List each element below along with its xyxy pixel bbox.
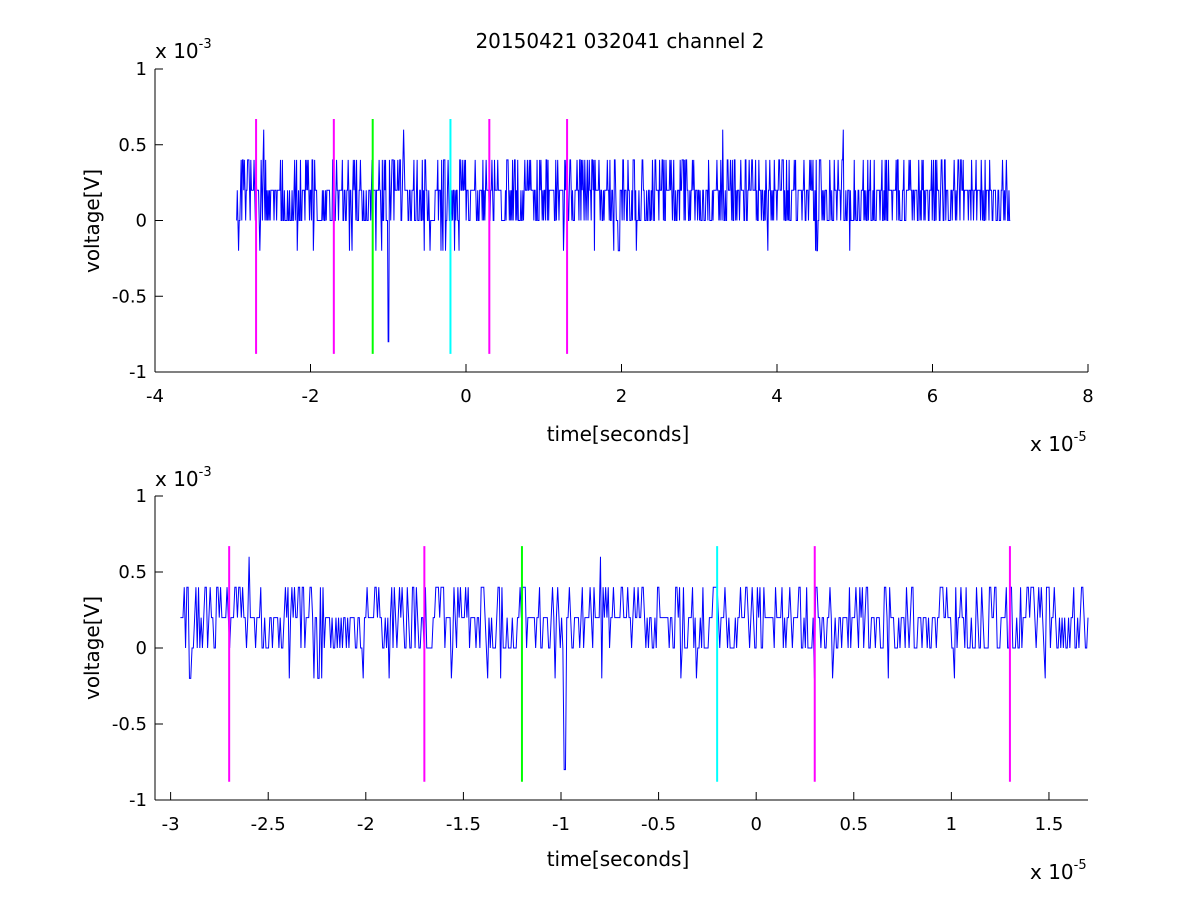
top-y-ticks: -1 -0.5 0 0.5 1 (112, 59, 163, 383)
x-tick-label: 2 (616, 386, 627, 407)
x-tick-label: -0.5 (641, 814, 676, 835)
x-tick-label: 8 (1082, 386, 1093, 407)
bottom-y-axis-label: voltage[V] (80, 596, 104, 700)
x-tick-label: 1.5 (1035, 814, 1064, 835)
x-tick-label: 0 (460, 386, 471, 407)
x-tick-label: -2.5 (251, 814, 286, 835)
x-tick-label: 0 (750, 814, 761, 835)
top-y-axis-label: voltage[V] (80, 169, 104, 273)
y-tick-label: 0 (136, 211, 147, 232)
top-x-axis-label: time[seconds] (547, 422, 690, 446)
top-x-ticks: -4 -2 0 2 4 6 8 (146, 364, 1094, 407)
x-tick-label: 1 (946, 814, 957, 835)
y-tick-label: 0 (136, 638, 147, 659)
y-tick-label: -0.5 (112, 286, 147, 307)
x-tick-label: -1 (552, 814, 570, 835)
bottom-marker-layer (228, 546, 1011, 782)
x-tick-label: -1.5 (446, 814, 481, 835)
chart-title: 20150421 032041 channel 2 (475, 29, 764, 53)
x-tick-label: -3 (162, 814, 180, 835)
top-subplot: 20150421 032041 channel 2 -4 -2 0 2 4 6 8 -1 -0… (80, 29, 1094, 456)
bottom-subplot: -3 -2.5 -2 -1.5 -1 -0.5 0 0.5 1 1.5 -1 -0.5 0 0.5 1 t… (80, 465, 1089, 884)
x-tick-label: 4 (771, 386, 782, 407)
x-tick-label: 0.5 (839, 814, 868, 835)
bottom-y-ticks: -1 -0.5 0 0.5 1 (112, 486, 163, 811)
bottom-y-multiplier: x 10-3 (155, 465, 212, 491)
x-tick-label: -4 (146, 386, 164, 407)
x-tick-label: 6 (927, 386, 938, 407)
bottom-x-axis-label: time[seconds] (547, 847, 690, 871)
top-signal-layer (236, 129, 1011, 343)
bottom-x-multiplier: x 10-5 (1030, 858, 1087, 884)
y-tick-label: 0.5 (118, 135, 147, 156)
x-tick-label: -2 (357, 814, 375, 835)
top-signal-series (236, 129, 1011, 343)
bottom-x-ticks: -3 -2.5 -2 -1.5 -1 -0.5 0 0.5 1 1.5 (162, 792, 1064, 835)
y-tick-label: 1 (136, 486, 147, 507)
y-tick-label: 1 (136, 59, 147, 80)
x-tick-label: -2 (302, 386, 320, 407)
y-tick-label: 0.5 (118, 562, 147, 583)
bottom-signal-series (180, 556, 1089, 771)
y-tick-label: -1 (129, 362, 147, 383)
y-tick-label: -0.5 (112, 714, 147, 735)
bottom-signal-layer (180, 556, 1089, 771)
top-y-multiplier: x 10-3 (155, 37, 212, 63)
top-x-multiplier: x 10-5 (1030, 430, 1087, 456)
y-tick-label: -1 (129, 790, 147, 811)
top-marker-layer (255, 118, 569, 354)
